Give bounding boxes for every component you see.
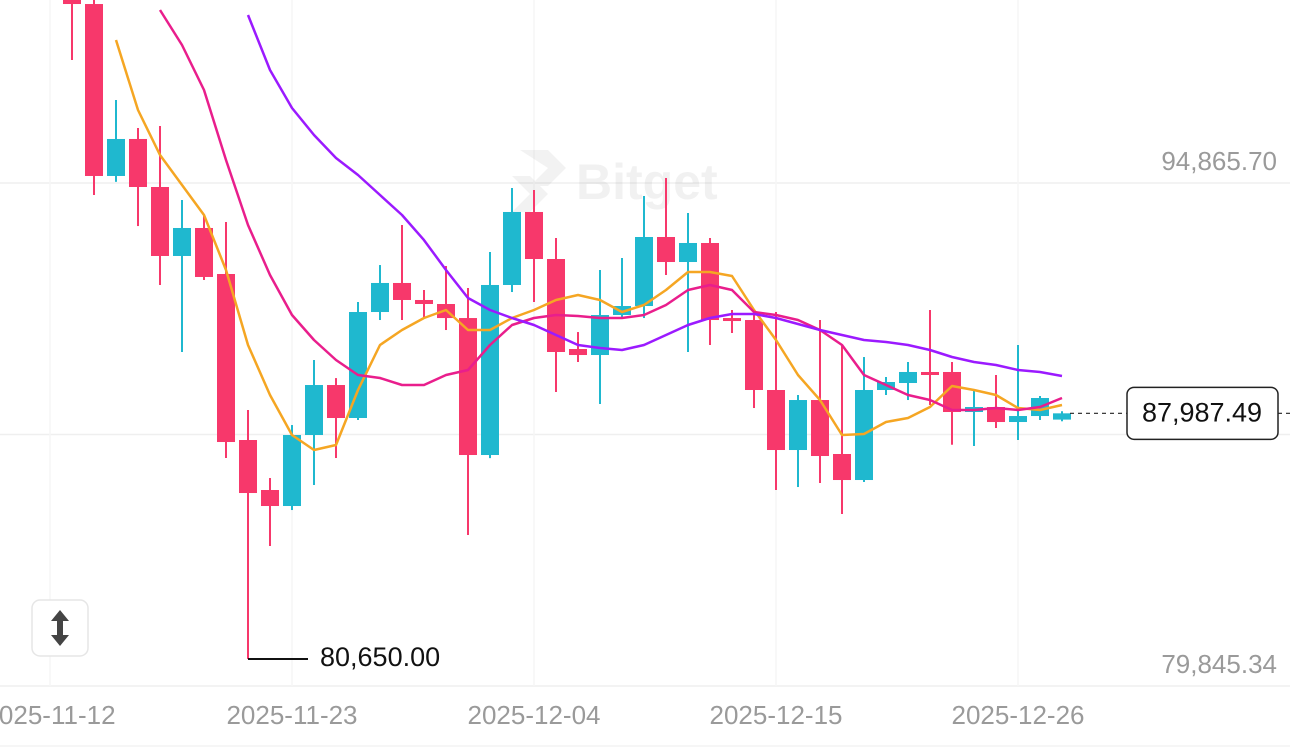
candle-body <box>899 371 917 384</box>
scale-toggle-button[interactable] <box>31 599 89 657</box>
candle-body <box>305 385 323 436</box>
last-price-box <box>1126 386 1279 441</box>
labels: 94,865.7087,355.5279,845.342025-11-12202… <box>0 146 1290 730</box>
x-tick-label: 2025-12-04 <box>468 700 601 730</box>
x-tick-label: 2025-12-15 <box>710 700 843 730</box>
watermark-logo <box>512 150 566 212</box>
moving-average-line <box>158 9 1063 412</box>
candle-body <box>613 306 631 316</box>
candle-body <box>239 440 257 494</box>
y-tick-label: 79,845.34 <box>1161 649 1277 679</box>
candle-body <box>635 236 653 307</box>
moving-average-line <box>114 39 1063 452</box>
candle-body <box>943 371 961 413</box>
candle-body <box>85 4 103 176</box>
candle-body <box>767 390 785 451</box>
candle-body <box>745 320 763 391</box>
candle-body <box>173 227 191 256</box>
candle-body <box>415 299 433 305</box>
candle-body <box>811 400 829 457</box>
annotation-label: 80,650.00 <box>320 642 440 672</box>
watermark-text: Bitget <box>576 154 718 210</box>
candle-body <box>261 490 279 507</box>
candle-body <box>833 454 851 481</box>
watermark: Bitget <box>512 150 718 212</box>
plot <box>63 0 1071 660</box>
candle-body <box>327 385 345 419</box>
y-tick-label: 94,865.70 <box>1161 146 1277 176</box>
candle-body <box>723 318 741 322</box>
moving-average-line <box>246 14 1063 378</box>
candle-body <box>525 211 543 259</box>
candle-body <box>349 312 367 419</box>
candle-body <box>657 236 675 263</box>
x-tick-label: 2025-11-12 <box>0 700 116 730</box>
candle-body <box>371 282 389 313</box>
candle-body <box>1009 416 1027 423</box>
candle-body <box>701 242 719 321</box>
candle-body <box>569 349 587 356</box>
candle-body <box>459 318 477 456</box>
last-price-label: 87,987.49 <box>1142 397 1262 427</box>
candle-body <box>679 242 697 263</box>
candle-body <box>63 0 81 5</box>
candle-body <box>195 227 213 277</box>
candle-body <box>503 211 521 285</box>
candle-body <box>283 435 301 507</box>
candle-body <box>151 186 169 256</box>
candle-body <box>547 258 565 352</box>
candle-body <box>789 400 807 451</box>
button-icon[interactable] <box>51 610 69 646</box>
grid <box>0 182 1290 687</box>
candle-body <box>1053 413 1071 420</box>
candle-body <box>987 407 1005 423</box>
candle-body <box>921 371 939 376</box>
x-tick-label: 2025-12-26 <box>952 700 1085 730</box>
candle-body <box>393 282 411 300</box>
x-tick-label: 2025-11-23 <box>226 700 357 730</box>
candle-body <box>217 274 235 443</box>
candle-body <box>107 138 125 176</box>
candle-body <box>129 138 147 187</box>
candle-body <box>591 315 609 356</box>
